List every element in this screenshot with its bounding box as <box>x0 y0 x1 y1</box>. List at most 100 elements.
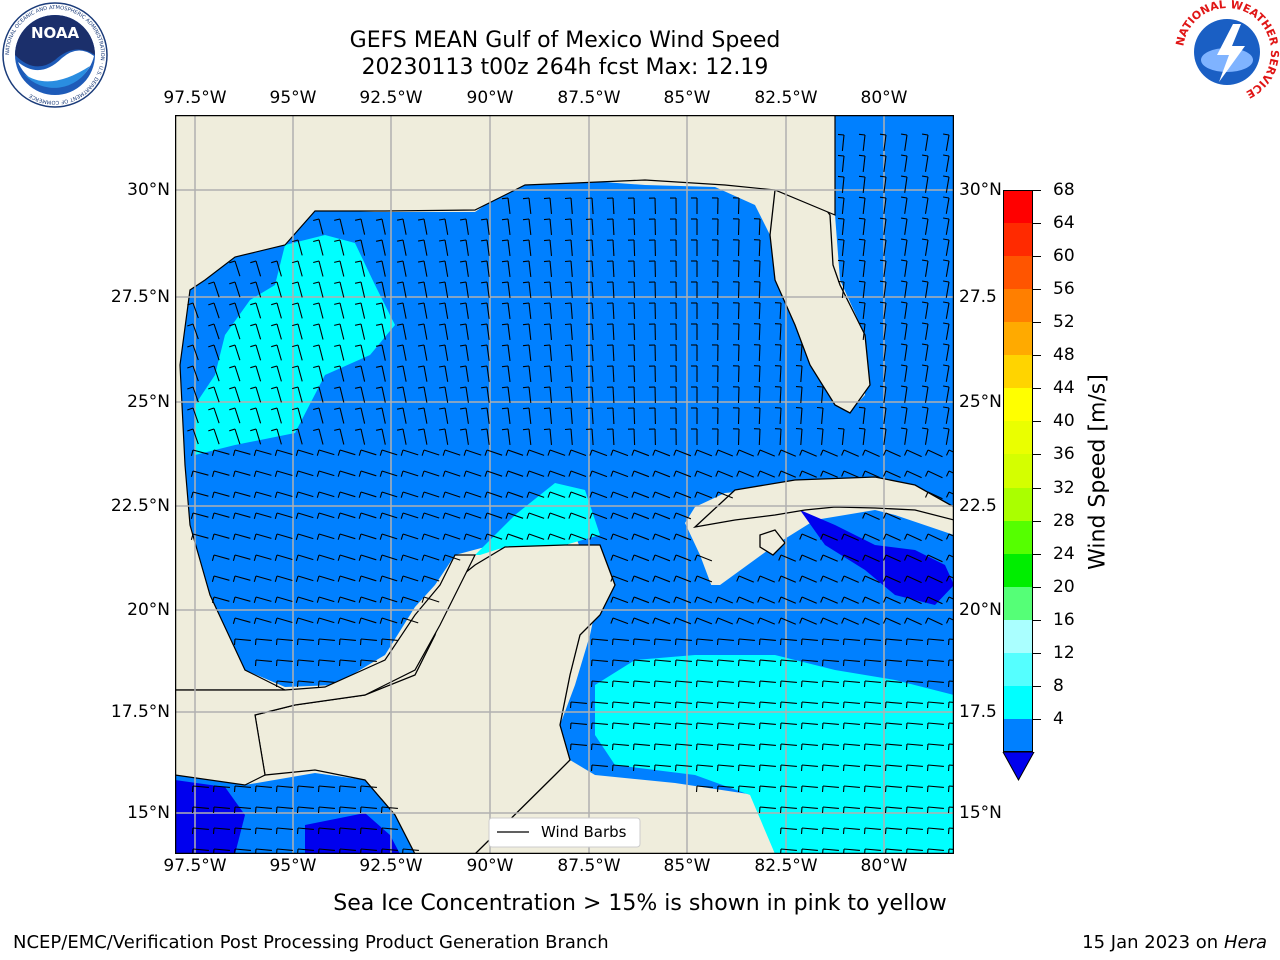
wind-barb-flag <box>375 365 383 368</box>
colorbar-tick-label: 44 <box>1053 378 1075 399</box>
wind-barb-staff <box>822 638 839 641</box>
wind-barb-flag <box>334 218 341 221</box>
wind-barb-staff <box>297 827 314 830</box>
wind-8-12-yucatan <box>475 483 600 555</box>
wind-barb-staff <box>904 134 908 151</box>
wind-barb-flag <box>212 806 215 814</box>
wind-barb-flag <box>334 281 341 284</box>
wind-barb-flag <box>800 827 803 835</box>
wind-barb-flag <box>694 470 698 477</box>
wind-barb-flag <box>695 785 698 793</box>
wind-barb-staff <box>318 680 335 683</box>
wind-barb-staff <box>885 512 901 521</box>
wind-barb-flag <box>316 470 320 477</box>
wind-barb-flag <box>946 617 950 624</box>
wind-barb-staff <box>507 218 511 235</box>
wind-barb-flag <box>375 428 383 431</box>
wind-barb-staff <box>360 302 366 319</box>
colorbar-segment <box>1004 553 1033 588</box>
wind-barb-flag <box>674 722 677 730</box>
wind-barb-flag <box>316 512 320 519</box>
wind-barb-flag <box>590 659 593 667</box>
wind-barb-flag <box>779 785 782 793</box>
wind-barb-flag <box>250 428 257 432</box>
wind-barb-flag <box>316 554 320 561</box>
wind-barb-flag <box>379 554 383 561</box>
wind-barb-flag <box>232 596 236 603</box>
wind-barb-flag <box>901 427 908 430</box>
wind-barb-flag <box>543 218 551 221</box>
wind-barb-flag <box>695 659 698 667</box>
wind-barb-staff <box>444 407 449 424</box>
wind-barb-staff <box>465 344 469 361</box>
wind-barb-staff <box>883 344 887 361</box>
wind-barb-staff <box>780 743 797 746</box>
botTicks-label: 87.5°W <box>557 856 621 876</box>
wind-barb-staff <box>591 449 608 457</box>
wind-barb-flag <box>858 406 866 409</box>
wind-barb-staff <box>360 281 366 298</box>
wind-barb-flag <box>837 175 845 178</box>
wind-barb-staff <box>591 218 594 236</box>
wind-barb-staff <box>633 680 650 683</box>
wind-barb-flag <box>359 827 362 835</box>
wind-barb-flag <box>590 722 593 730</box>
wind-barb-staff <box>192 386 199 403</box>
wind-barb-flag <box>884 785 887 793</box>
wind-barb-staff <box>423 554 440 561</box>
noaa-logo: NATIONAL OCEANIC AND ATMOSPHERIC ADMINIS… <box>2 2 108 108</box>
wind-barb-flag <box>400 617 404 624</box>
wind-barb-flag <box>884 827 887 835</box>
wind-barb-flag <box>250 344 257 348</box>
wind-barb-flag <box>926 827 929 835</box>
wind-barb-staff <box>339 533 356 540</box>
wind-barb-flag <box>400 449 404 456</box>
wind-barb-flag <box>337 470 341 477</box>
wind-barb-staff <box>948 701 954 703</box>
wind-barb-staff <box>549 512 566 519</box>
wind-barb-flag <box>253 449 257 456</box>
wind-barb-staff <box>381 575 398 582</box>
wind-barb-staff <box>759 596 776 604</box>
wind-barb-staff <box>570 533 587 541</box>
wind-barb-staff <box>570 260 573 277</box>
wind-barb-staff <box>591 344 594 362</box>
wind-barb-flag <box>926 722 929 730</box>
wind-barb-staff <box>738 449 755 457</box>
wind-barb-flag <box>652 491 656 498</box>
wind-barb-flag <box>736 575 740 582</box>
isle-of-youth <box>759 529 786 556</box>
wind-barb-flag <box>337 554 341 561</box>
wind-barb-staff <box>234 491 251 497</box>
colorbar-tick-label: 16 <box>1053 609 1075 630</box>
wind-barb-flag <box>924 617 929 624</box>
wind-barb-flag <box>922 133 929 136</box>
wind-barb-flag <box>417 302 425 305</box>
wind-barb-staff <box>675 659 692 662</box>
wind-barb-staff <box>924 197 929 214</box>
wind-barb-staff <box>717 743 734 746</box>
wind-barb-staff <box>800 428 803 446</box>
wind-barb-flag <box>358 554 362 561</box>
wind-barb-staff <box>904 386 908 403</box>
wind-barb-staff <box>444 554 461 561</box>
wind-barb-staff <box>507 239 511 256</box>
wind-barb-staff <box>779 386 782 404</box>
wind-barb-flag <box>837 280 845 283</box>
wind-barb-staff <box>591 743 608 746</box>
wind-barb-staff <box>822 617 838 625</box>
leftTicks-label: 25°N <box>127 392 170 412</box>
wind-barb-flag <box>271 386 278 390</box>
wind-barb-staff <box>843 827 860 830</box>
wind-barb-flag <box>253 512 257 519</box>
wind-barb-staff <box>549 323 553 340</box>
wind-barb-staff <box>402 344 407 361</box>
wind-barb-staff <box>780 575 797 583</box>
colorbar-tick-mark <box>1033 454 1041 456</box>
wind-barb-flag <box>674 659 677 667</box>
wind-barb-flag <box>442 491 446 498</box>
wind-barb-flag <box>653 638 656 646</box>
wind-barb-flag <box>568 533 572 540</box>
wind-barb-flag <box>337 575 341 582</box>
wind-barb-flag <box>863 827 866 835</box>
